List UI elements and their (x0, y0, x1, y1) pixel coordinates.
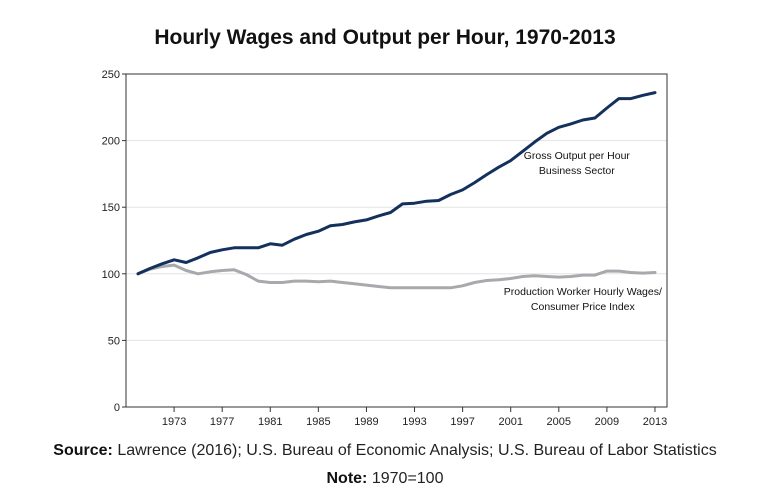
series-label: Consumer Price Index (531, 301, 636, 313)
x-tick-label: 1993 (402, 416, 426, 428)
line-chart: 0 50 100 150 200 250 1973 1977 1981 1985 1989 1993 1… (102, 69, 668, 428)
series-label: Business Sector (539, 165, 615, 177)
source-note: Source: Lawrence (2016); U.S. Bureau of … (0, 442, 770, 460)
x-tick-label: 2009 (595, 416, 619, 428)
note-text: 1970=100 (371, 470, 444, 487)
x-tick-label: 1977 (210, 416, 234, 428)
x-tick-label: 1989 (354, 416, 378, 428)
series-label: Gross Output per Hour (524, 150, 631, 162)
x-tick-label: 1997 (450, 416, 474, 428)
source-label: Source: (53, 442, 113, 459)
x-tick-label: 2005 (547, 416, 571, 428)
note-label: Note: (326, 470, 368, 487)
series-label: Production Worker Hourly Wages/ (504, 286, 662, 298)
y-tick-label: 250 (102, 69, 120, 81)
x-tick-label: 1985 (306, 416, 330, 428)
baseline-note: Note: 1970=100 (0, 470, 770, 488)
x-tick-label: 1973 (162, 416, 186, 428)
y-tick-label: 150 (102, 202, 120, 214)
y-tick-label: 100 (102, 269, 120, 281)
chart-title: Hourly Wages and Output per Hour, 1970-2… (154, 26, 616, 49)
y-tick-label: 0 (114, 402, 120, 414)
series-line (136, 263, 657, 290)
y-tick-label: 200 (102, 136, 120, 148)
series-line (136, 91, 657, 276)
x-tick-label: 2001 (498, 416, 522, 428)
source-text: Lawrence (2016); U.S. Bureau of Economic… (117, 442, 717, 459)
x-tick-label: 1981 (258, 416, 282, 428)
x-tick-label: 2013 (643, 416, 667, 428)
y-tick-label: 50 (108, 335, 120, 347)
plot-frame (125, 73, 668, 408)
